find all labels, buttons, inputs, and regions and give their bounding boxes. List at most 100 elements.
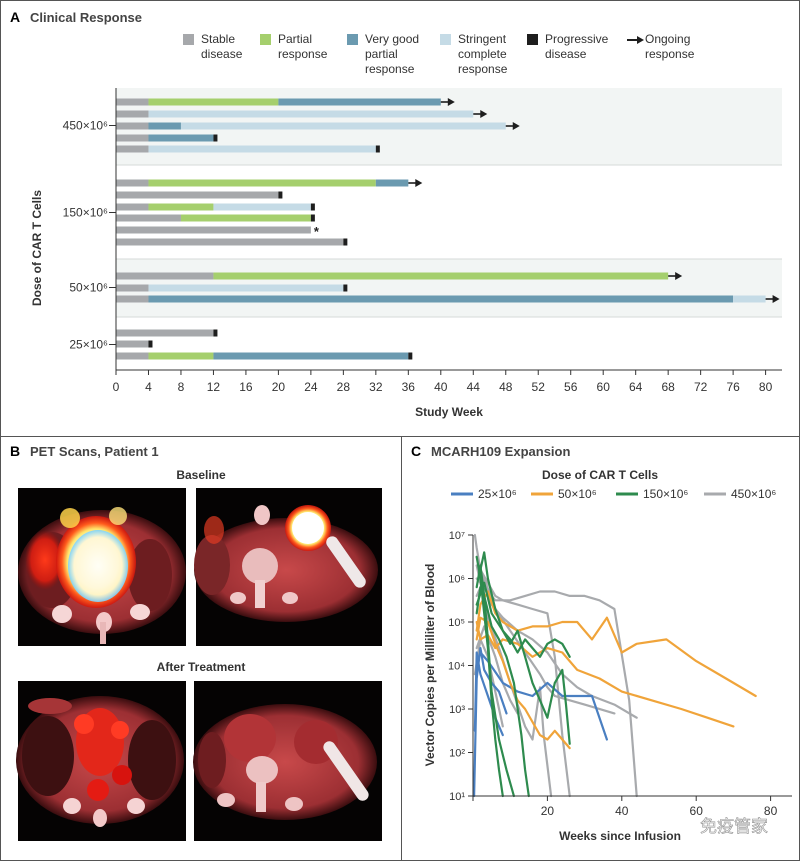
legend-label-stable: disease [201,47,243,61]
bar-segment-stringent [148,284,344,292]
panel-a: A Clinical Response StablediseasePartial… [10,9,782,419]
pet-scan-baseline-chest [18,488,186,646]
panel-c-legend: 25×10⁶ 50×10⁶ 150×10⁶ 450×10⁶ [451,487,776,501]
series-line-c50 [475,620,735,728]
bar-segment-partial [213,272,669,280]
panel-c-y-label: Vector Copies per Milliliter of Blood [423,564,437,767]
panel-a-x-ticks: 0 4 8 12 16 20 24 28 32 36 40 44 48 52 56 60 64 68 72 76 80 [113,370,773,394]
ongoing-arrow-head [447,98,455,106]
bar-segment-vgpr [213,352,409,360]
bar-segment-vgpr [148,295,734,303]
bar-segment-stable [116,179,149,187]
bar-segment-stringent [148,110,474,118]
x-tick-label: 20 [272,380,286,394]
progressive-marker [375,145,380,153]
panel-c-title: MCARH109 Expansion [431,444,570,459]
panel-c-ticks: 10¹ 10² 10³ 10⁴ 10⁵ 10⁶ 10⁷ 20 40 60 80 [448,530,778,818]
dose-label: 50×10⁶ [69,281,108,295]
y-tick-label: 10⁶ [448,574,465,586]
series-line-c450 [473,533,638,798]
x-tick-label: 60 [690,804,704,818]
bar-segment-stable [116,352,149,360]
dose-label: 150×10⁶ [63,206,108,220]
dose-label: 450×10⁶ [63,119,108,133]
bar-segment-vgpr [375,179,409,187]
panel-c-legend-title: Dose of CAR T Cells [542,468,658,482]
baseline-label: Baseline [176,468,226,482]
bar-segment-partial [148,179,376,187]
x-tick-label: 44 [467,380,481,394]
ongoing-arrow-head [480,110,488,118]
progressive-marker [310,214,315,222]
series-line-c450 [475,625,519,715]
legend-label-c50: 50×10⁶ [558,487,597,501]
x-tick-label: 20 [541,804,555,818]
legend-swatch-stable [183,34,194,45]
legend-label-ongoing: Ongoing [645,32,690,46]
legend-label-c150: 150×10⁶ [643,487,688,501]
bar-segment-stable [116,122,149,130]
series-line-c25 [475,651,609,741]
legend-label-stringent: complete [458,47,507,61]
series-line-c450 [475,577,616,715]
dose-band [116,317,782,370]
panel-c-letter: C [411,443,421,459]
bar-segment-stable [116,203,149,211]
x-tick-label: 52 [532,380,546,394]
progressive-marker [343,238,348,246]
legend-label-progressive: disease [545,47,587,61]
x-tick-label: 36 [402,380,416,394]
legend-label-ongoing: response [645,47,695,61]
x-tick-label: 24 [304,380,318,394]
legend-label-c25: 25×10⁶ [478,487,517,501]
x-tick-label: 16 [239,380,253,394]
series-line-c50 [475,616,571,750]
legend-label-partial: response [278,47,328,61]
bar-segment-stable [116,191,279,199]
legend-label-vgpr: Very good [365,32,419,46]
legend-arrow-head [637,36,644,44]
bar-segment-stringent [733,295,766,303]
x-tick-label: 32 [369,380,383,394]
panel-c: C MCARH109 Expansion Dose of CAR T Cells… [411,443,792,843]
bar-segment-partial [148,203,214,211]
ongoing-arrow-head [512,122,520,130]
legend-label-c450: 450×10⁶ [731,487,776,501]
panel-b-letter: B [10,443,20,459]
ongoing-arrow-head [675,272,683,280]
pet-scan-baseline-neck [194,488,382,646]
panel-a-y-label: Dose of CAR T Cells [30,190,44,306]
bar-segment-stable [116,214,181,222]
x-tick-label: 68 [661,380,675,394]
progressive-marker [310,203,315,211]
legend-label-stringent: Stringent [458,32,507,46]
x-tick-label: 60 [597,380,611,394]
legend-label-stable: Stable [201,32,235,46]
x-tick-label: 40 [434,380,448,394]
progressive-marker [213,329,218,337]
progressive-marker [408,352,413,360]
bar-segment-vgpr [148,134,214,142]
panel-a-letter: A [10,9,20,25]
bar-segment-stable [116,226,311,234]
x-tick-label: 64 [629,380,643,394]
x-tick-label: 80 [764,804,778,818]
asterisk-note: * [314,224,320,239]
y-tick-label: 10⁷ [449,530,465,542]
legend-label-stringent: response [458,62,508,76]
panel-c-x-label: Weeks since Infusion [559,829,681,843]
panel-a-title: Clinical Response [30,10,142,25]
panel-b-title: PET Scans, Patient 1 [30,444,159,459]
y-tick-label: 10³ [449,704,465,716]
legend-label-vgpr: partial [365,47,398,61]
legend-swatch-stringent [440,34,451,45]
y-tick-label: 10⁴ [448,661,465,673]
progressive-marker [148,340,153,348]
bar-segment-stable [116,329,214,337]
panel-a-response-bars: * [116,98,780,360]
x-tick-label: 0 [113,380,120,394]
pet-scan-after-neck [193,681,382,841]
